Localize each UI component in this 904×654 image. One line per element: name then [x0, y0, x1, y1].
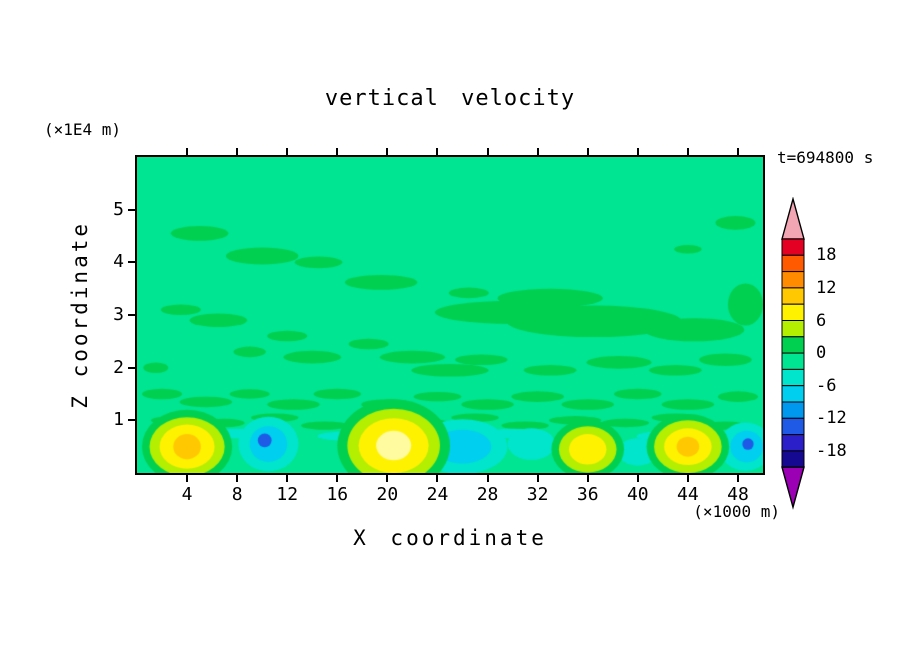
tick-mark	[536, 475, 539, 482]
tick-mark	[128, 261, 135, 264]
tick-mark	[386, 148, 389, 155]
x-tick-label: 12	[276, 484, 299, 505]
chart-title: vertical velocity	[324, 86, 576, 111]
tick-mark	[436, 148, 439, 155]
plot-area	[135, 155, 765, 475]
tick-mark	[686, 475, 689, 482]
x-tick-label: 32	[526, 484, 549, 505]
tick-mark	[636, 148, 639, 155]
tick-mark	[686, 148, 689, 155]
tick-mark	[586, 148, 589, 155]
tick-mark	[236, 475, 239, 482]
tick-mark	[536, 148, 539, 155]
timestamp: t=694800 s	[777, 148, 874, 167]
z-axis-unit: (×1E4 m)	[44, 120, 122, 139]
x-tick-label: 28	[476, 484, 499, 505]
colorbar-label: 12	[816, 277, 837, 298]
contour-field	[137, 157, 763, 473]
colorbar-label: -18	[816, 440, 847, 461]
colorbar-label: 0	[816, 343, 827, 364]
tick-mark	[286, 148, 289, 155]
y-axis-label: Z coordinate	[68, 221, 92, 409]
tick-mark	[486, 475, 489, 482]
x-axis-label: X coordinate	[353, 526, 547, 550]
tick-mark	[336, 148, 339, 155]
tick-mark	[186, 148, 189, 155]
tick-mark	[336, 475, 339, 482]
tick-mark	[128, 208, 135, 211]
y-axis-label-wrap: Z coordinate	[58, 155, 102, 475]
tick-mark	[128, 419, 135, 422]
tick-mark	[286, 475, 289, 482]
x-tick-label: 8	[231, 484, 243, 505]
tick-mark	[236, 148, 239, 155]
x-tick-label: 24	[426, 484, 449, 505]
tick-mark	[436, 475, 439, 482]
x-axis-unit: (×1000 m)	[693, 502, 780, 521]
tick-mark	[186, 475, 189, 482]
tick-mark	[586, 475, 589, 482]
x-tick-label: 16	[326, 484, 349, 505]
tick-mark	[486, 148, 489, 155]
x-tick-label: 20	[376, 484, 399, 505]
tick-mark	[386, 475, 389, 482]
tick-mark	[636, 475, 639, 482]
colorbar-label: -6	[816, 375, 837, 396]
colorbar-scale	[781, 197, 805, 510]
tick-mark	[736, 148, 739, 155]
colorbar-label: 18	[816, 245, 837, 266]
tick-mark	[128, 314, 135, 316]
tick-mark	[128, 366, 135, 369]
colorbar: 18 12 6 0 -6 -12 -18	[780, 197, 904, 527]
colorbar-label: 6	[816, 310, 827, 331]
colorbar-label: -12	[816, 408, 847, 429]
x-tick-label: 4	[181, 484, 193, 505]
tick-mark	[736, 475, 739, 482]
